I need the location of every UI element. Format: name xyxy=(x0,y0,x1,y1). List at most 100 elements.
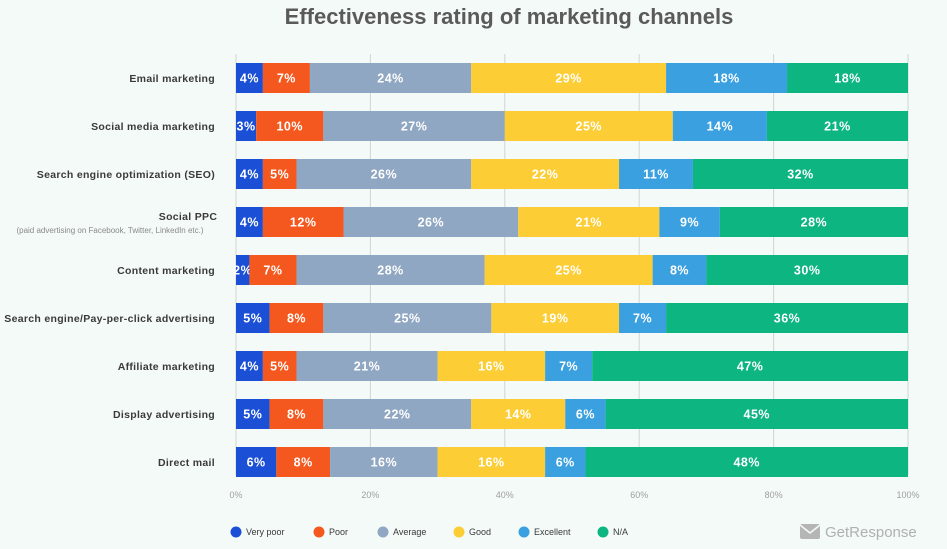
bar-row: 6% 8% 16% 16% 6% 48% xyxy=(236,447,908,477)
data-label: 6% xyxy=(247,456,266,470)
bar-row: 5% 8% 22% 14% 6% 45% xyxy=(236,399,908,429)
bar-segment xyxy=(323,303,492,333)
data-label: 18% xyxy=(713,72,740,86)
data-label: 4% xyxy=(240,168,259,182)
legend-item: Average xyxy=(377,526,426,538)
bar-segment xyxy=(619,159,693,189)
bar-segment xyxy=(545,351,593,381)
category-label: Affiliate marketing xyxy=(118,361,215,373)
bar-segment xyxy=(585,447,908,477)
bar-segment xyxy=(666,303,908,333)
data-label: 16% xyxy=(478,456,505,470)
bar-segment xyxy=(236,255,250,285)
bar-segment xyxy=(236,303,270,333)
data-label: 16% xyxy=(478,360,505,374)
bar-segment xyxy=(296,255,485,285)
bar-segment xyxy=(471,399,566,429)
brand-logo: GetResponse xyxy=(799,524,917,541)
bar-segment xyxy=(343,207,519,237)
data-label: 14% xyxy=(505,408,532,422)
data-label: 28% xyxy=(377,264,404,278)
data-label: 4% xyxy=(240,360,259,374)
bar-segment xyxy=(236,399,270,429)
bar-row: 2% 7% 28% 25% 8% 30% xyxy=(233,255,908,285)
bar-segment xyxy=(666,63,788,93)
data-label: 12% xyxy=(290,216,317,230)
x-tick-label: 80% xyxy=(765,490,783,500)
bar-segment xyxy=(309,63,472,93)
bar-segment xyxy=(236,111,257,141)
data-label: 27% xyxy=(401,120,428,134)
x-tick-label: 100% xyxy=(896,490,919,500)
legend-item: Excellent xyxy=(518,526,571,538)
data-label: 48% xyxy=(733,456,760,470)
bar-row: 4% 5% 21% 16% 7% 47% xyxy=(236,351,908,381)
category-label: Display advertising xyxy=(113,409,215,421)
bar-segment xyxy=(262,159,297,189)
brand-name: GetResponse xyxy=(825,524,917,541)
data-label: 32% xyxy=(787,168,814,182)
bar-segment xyxy=(262,63,310,93)
legend-marker xyxy=(453,526,465,538)
bar-segment xyxy=(236,63,263,93)
category-label: Direct mail xyxy=(158,457,215,469)
x-tick-label: 20% xyxy=(361,490,379,500)
data-label: 8% xyxy=(294,456,313,470)
legend-item: Good xyxy=(453,526,491,538)
bar-segment xyxy=(256,111,324,141)
bar-segment xyxy=(437,447,546,477)
bars: 4% 7% 24% 29% 18% 18% 3% 10% 27% 25% 14% 21% 4% 5% 26%… xyxy=(233,63,908,477)
bar-segment xyxy=(330,447,438,477)
data-label: 28% xyxy=(801,216,828,230)
bar-row: 4% 5% 26% 22% 11% 32% xyxy=(236,159,908,189)
legend-label: Good xyxy=(469,527,491,537)
data-label: 4% xyxy=(240,216,259,230)
bar-segment xyxy=(491,303,620,333)
data-label: 21% xyxy=(824,120,851,134)
bar-segment xyxy=(692,159,908,189)
bar-row: 4% 12% 26% 21% 9% 28% xyxy=(236,207,908,237)
bar-segment xyxy=(437,351,546,381)
bar-segment xyxy=(565,399,606,429)
data-label: 25% xyxy=(394,312,421,326)
bar-segment xyxy=(249,255,297,285)
bar-segment xyxy=(269,399,324,429)
bar-segment xyxy=(471,63,667,93)
data-label: 7% xyxy=(559,360,578,374)
data-label: 47% xyxy=(737,360,764,374)
legend-label: Very poor xyxy=(246,527,285,537)
legend-item: N/A xyxy=(597,526,628,538)
data-label: 3% xyxy=(237,120,256,134)
category-label: Search engine optimization (SEO) xyxy=(37,169,215,181)
envelope-icon xyxy=(799,524,821,539)
legend-marker xyxy=(597,526,609,538)
legend: Very poor Poor Average Good Excellent N/A xyxy=(230,526,628,538)
legend-label: Poor xyxy=(329,527,348,537)
data-label: 7% xyxy=(633,312,652,326)
data-label: 7% xyxy=(277,72,296,86)
data-label: 29% xyxy=(555,72,582,86)
data-label: 25% xyxy=(576,120,603,134)
bar-segment xyxy=(706,255,908,285)
chart-title: Effectiveness rating of marketing channe… xyxy=(285,4,734,29)
bar-segment xyxy=(652,255,707,285)
data-label: 36% xyxy=(774,312,801,326)
data-label: 10% xyxy=(276,120,303,134)
bar-segment xyxy=(504,111,673,141)
legend-marker xyxy=(518,526,530,538)
data-label: 26% xyxy=(371,168,398,182)
legend-label: N/A xyxy=(613,527,628,537)
x-axis-ticks: 0% 20% 40% 60% 80% 100% xyxy=(229,490,919,500)
legend-label: Excellent xyxy=(534,527,571,537)
data-label: 5% xyxy=(243,312,262,326)
data-label: 24% xyxy=(377,72,404,86)
data-label: 11% xyxy=(643,168,669,182)
bar-segment xyxy=(659,207,720,237)
data-label: 16% xyxy=(371,456,398,470)
data-label: 26% xyxy=(418,216,445,230)
bar-segment xyxy=(262,207,344,237)
category-label: Social PPC xyxy=(159,211,218,223)
data-label: 4% xyxy=(240,72,259,86)
bar-segment xyxy=(592,351,908,381)
